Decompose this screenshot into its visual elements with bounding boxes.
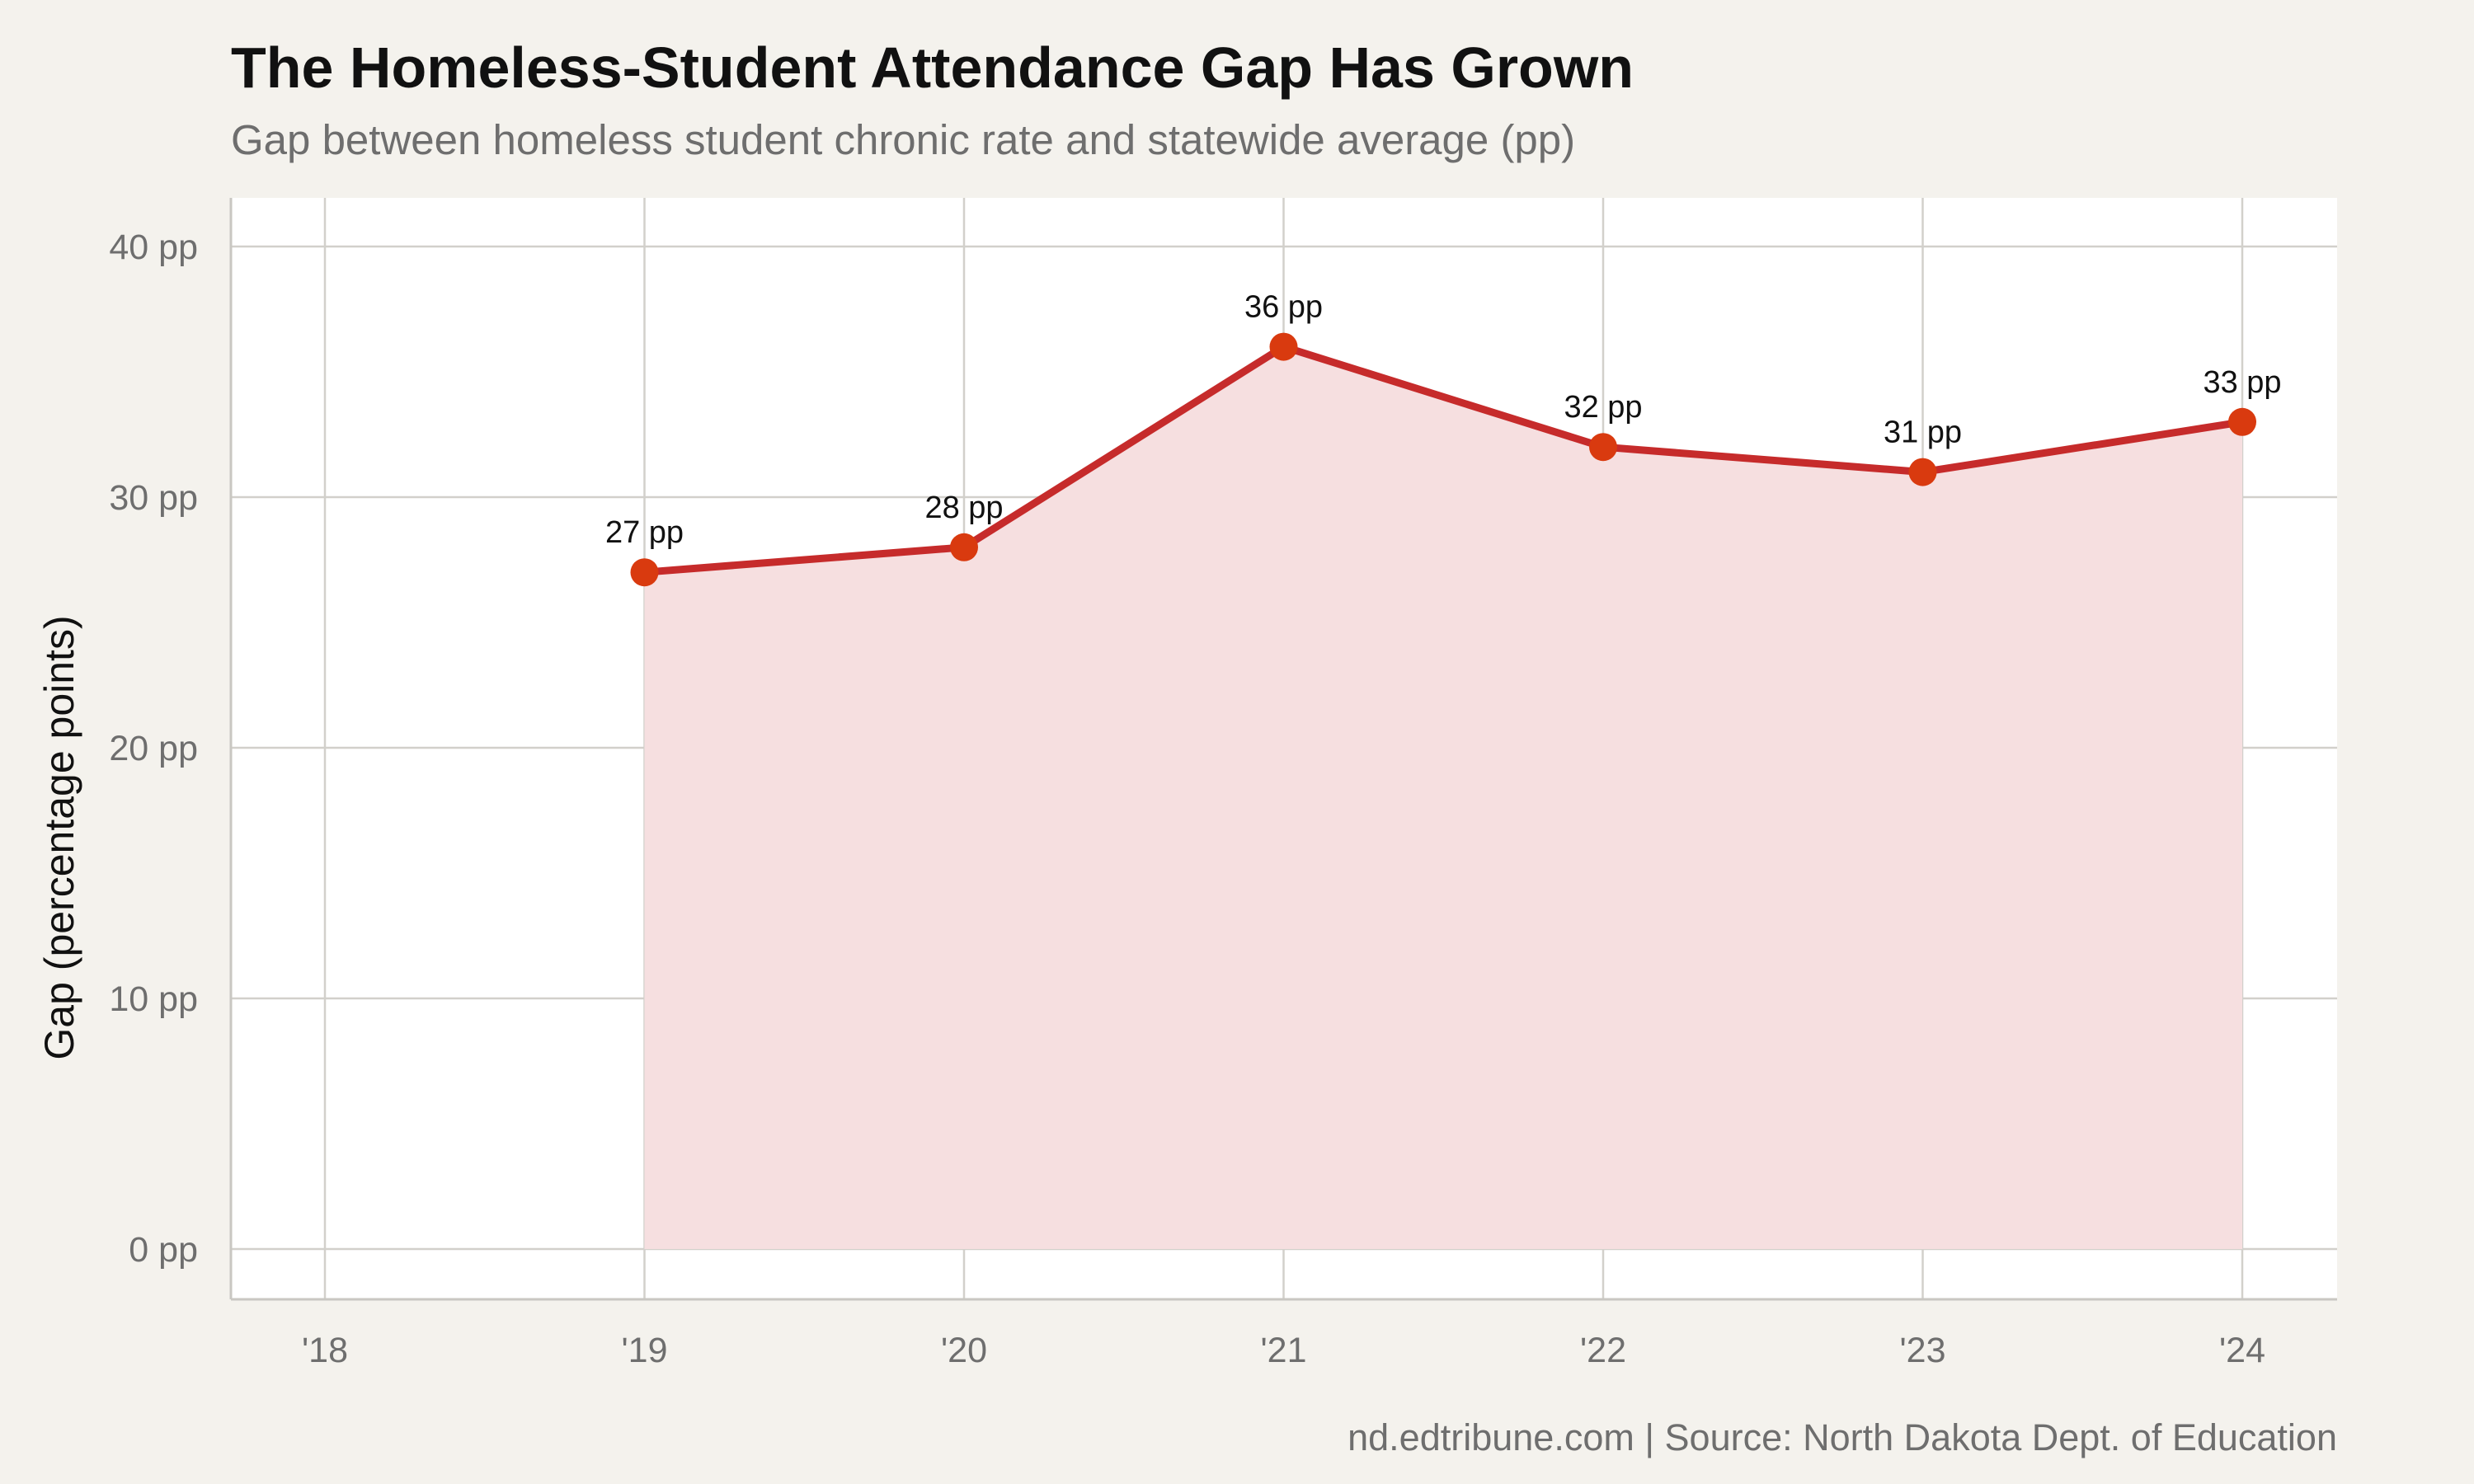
data-label: 32 pp xyxy=(1564,390,1642,425)
x-tick-label: '22 xyxy=(1580,1331,1626,1370)
x-tick-label: '19 xyxy=(621,1331,667,1370)
y-tick-label: 40 pp xyxy=(109,228,198,267)
x-tick-label: '20 xyxy=(941,1331,987,1370)
data-point xyxy=(630,558,659,587)
x-tick-label: '23 xyxy=(1899,1331,1945,1370)
chart-subtitle: Gap between homeless student chronic rat… xyxy=(231,116,1576,163)
chart-title: The Homeless-Student Attendance Gap Has … xyxy=(231,35,1634,100)
y-tick-label: 20 pp xyxy=(109,729,198,768)
data-point xyxy=(1269,332,1298,361)
data-point xyxy=(2228,407,2256,436)
x-tick-label: '24 xyxy=(2219,1331,2265,1370)
y-tick-label: 10 pp xyxy=(109,979,198,1019)
data-label: 28 pp xyxy=(924,491,1003,525)
data-label: 36 pp xyxy=(1244,290,1323,325)
data-point xyxy=(1908,458,1937,486)
series-line xyxy=(641,343,2246,576)
data-point xyxy=(950,533,978,561)
data-label: 33 pp xyxy=(2203,365,2281,400)
chart-caption: nd.edtribune.com | Source: North Dakota … xyxy=(1348,1416,2337,1458)
y-tick-label: 0 pp xyxy=(129,1230,198,1270)
x-tick-label: '21 xyxy=(1260,1331,1306,1370)
x-tick-label: '18 xyxy=(302,1331,348,1370)
data-label: 31 pp xyxy=(1884,416,1962,450)
data-label: 27 pp xyxy=(605,515,684,550)
area-fill xyxy=(644,346,2242,1250)
y-tick-label: 30 pp xyxy=(109,478,198,518)
data-point xyxy=(1589,433,1617,462)
